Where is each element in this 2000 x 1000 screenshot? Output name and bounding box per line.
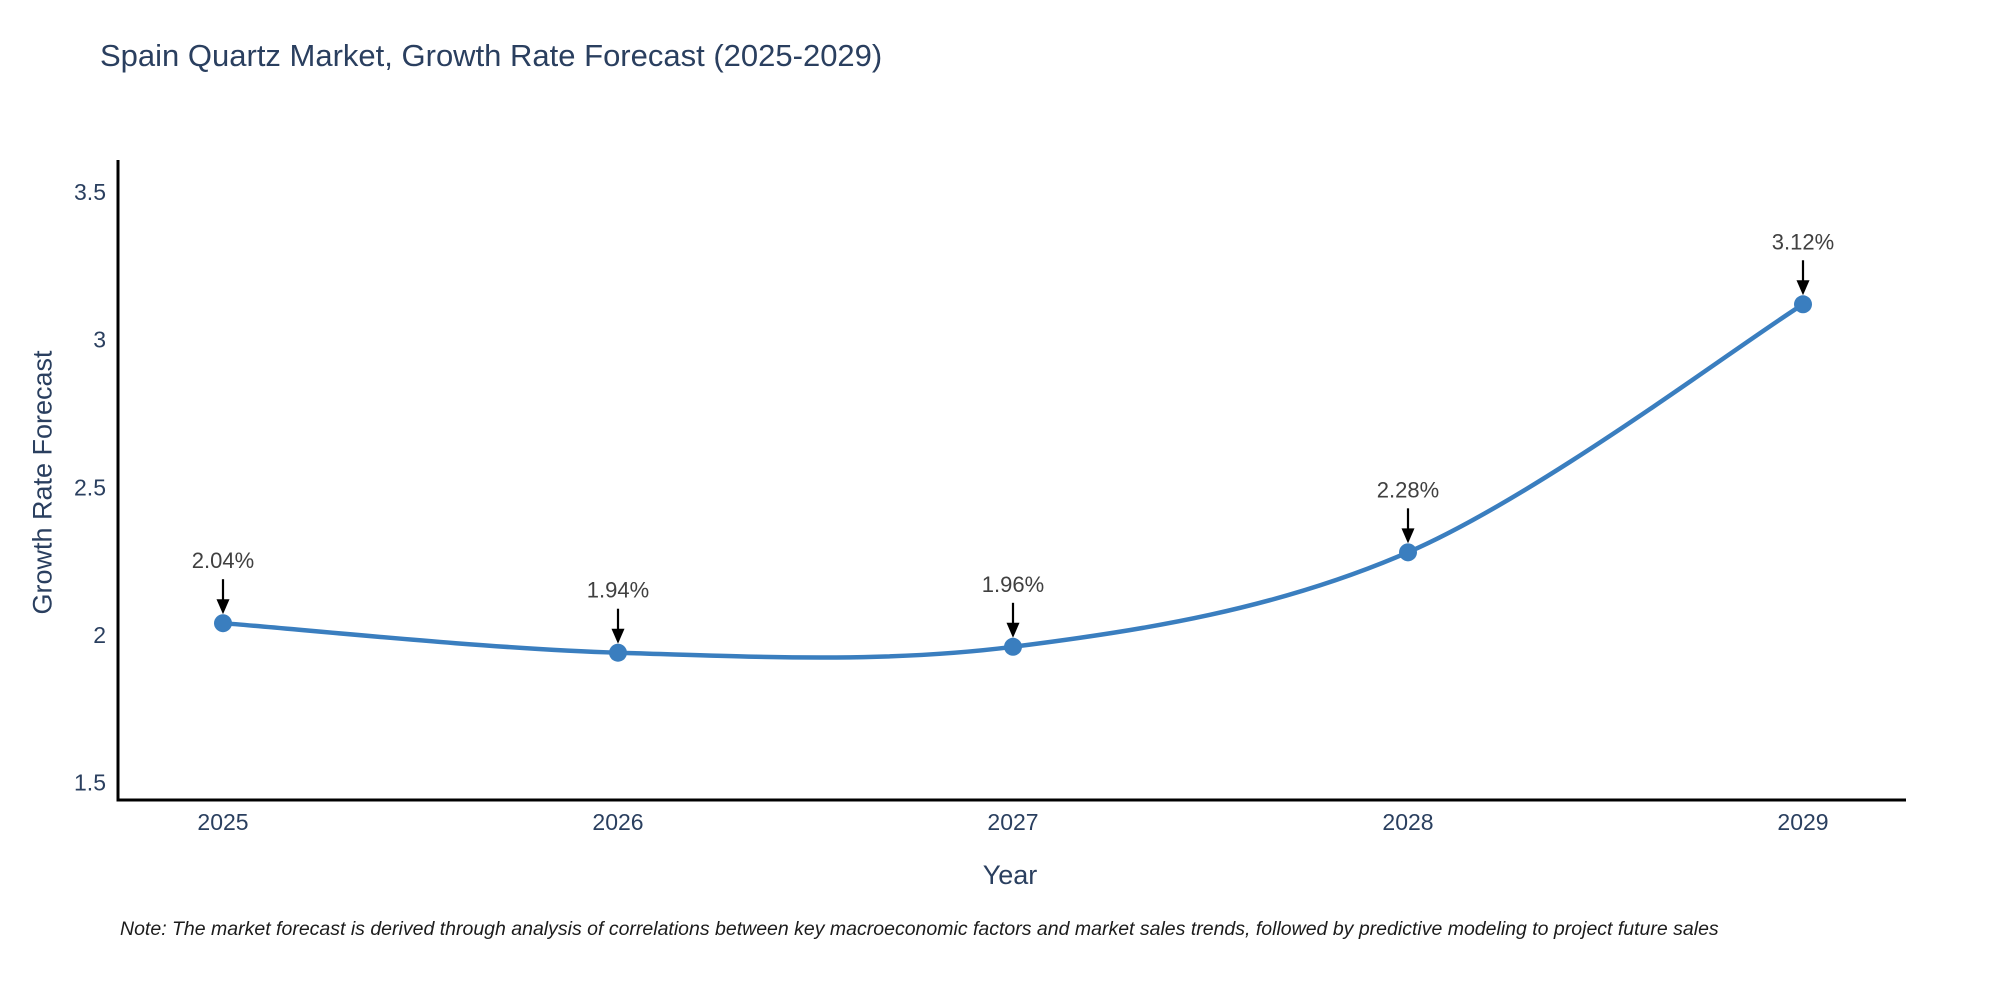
y-tick-label: 2.5 [74, 474, 106, 500]
data-point-marker [1399, 543, 1417, 562]
data-point-label: 2.28% [1377, 477, 1439, 502]
annotation-arrow-head [611, 628, 625, 644]
y-tick-label: 1.5 [74, 770, 106, 796]
x-tick-label: 2028 [1382, 809, 1433, 835]
x-axis-title: Year [982, 860, 1038, 890]
annotation-arrow-head [1796, 280, 1810, 296]
x-tick-label: 2026 [592, 809, 643, 835]
data-point-marker [1004, 637, 1022, 656]
y-tick-label: 2 [93, 622, 106, 648]
data-point-label: 1.94% [587, 578, 649, 603]
data-point-marker [1794, 295, 1812, 314]
y-tick-label: 3 [93, 327, 106, 353]
data-point-marker [214, 614, 232, 633]
footnote-text: Note: The market forecast is derived thr… [120, 918, 1719, 940]
annotation-arrow-head [1006, 622, 1020, 638]
x-tick-label: 2029 [1777, 809, 1828, 835]
data-point-marker [609, 643, 627, 662]
y-axis-title: Growth Rate Forecast [27, 350, 58, 615]
x-tick-label: 2025 [197, 809, 248, 835]
data-point-label: 1.96% [982, 572, 1044, 597]
data-point-label: 2.04% [192, 548, 254, 573]
y-tick-label: 3.5 [74, 179, 106, 205]
annotation-arrow-head [216, 599, 230, 615]
forecast-line [220, 302, 1806, 660]
annotation-arrow-head [1401, 528, 1415, 544]
data-point-label: 3.12% [1772, 229, 1834, 254]
x-tick-label: 2027 [987, 809, 1038, 835]
chart-title: Spain Quartz Market, Growth Rate Forecas… [100, 38, 883, 73]
